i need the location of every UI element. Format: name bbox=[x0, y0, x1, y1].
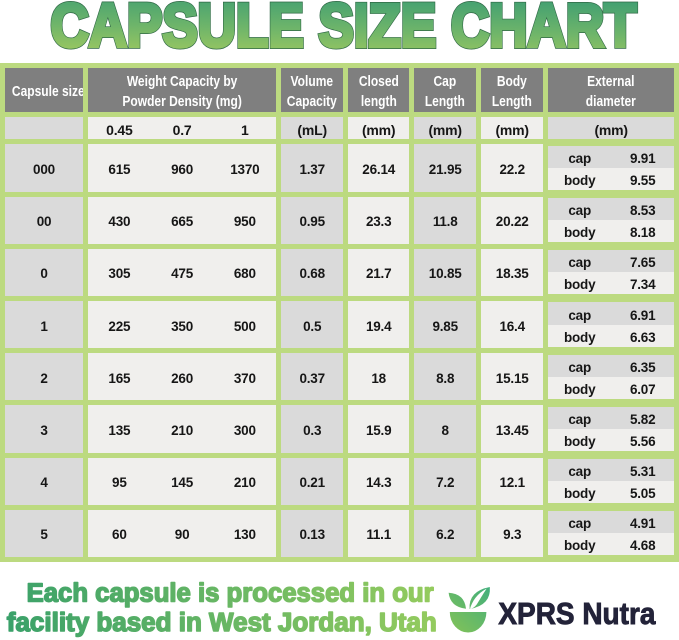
svg-text:CAPSULE SIZE CHART: CAPSULE SIZE CHART bbox=[51, 0, 637, 61]
svg-text:facility based in West Jordan,: facility based in West Jordan, Utah bbox=[7, 609, 437, 637]
svg-text:Each capsule is processed in o: Each capsule is processed in our bbox=[27, 580, 434, 608]
svg-text:XPRS Nutra: XPRS Nutra bbox=[498, 597, 656, 631]
svg-text:CAPSULE SIZE CHART: CAPSULE SIZE CHART bbox=[51, 0, 637, 61]
